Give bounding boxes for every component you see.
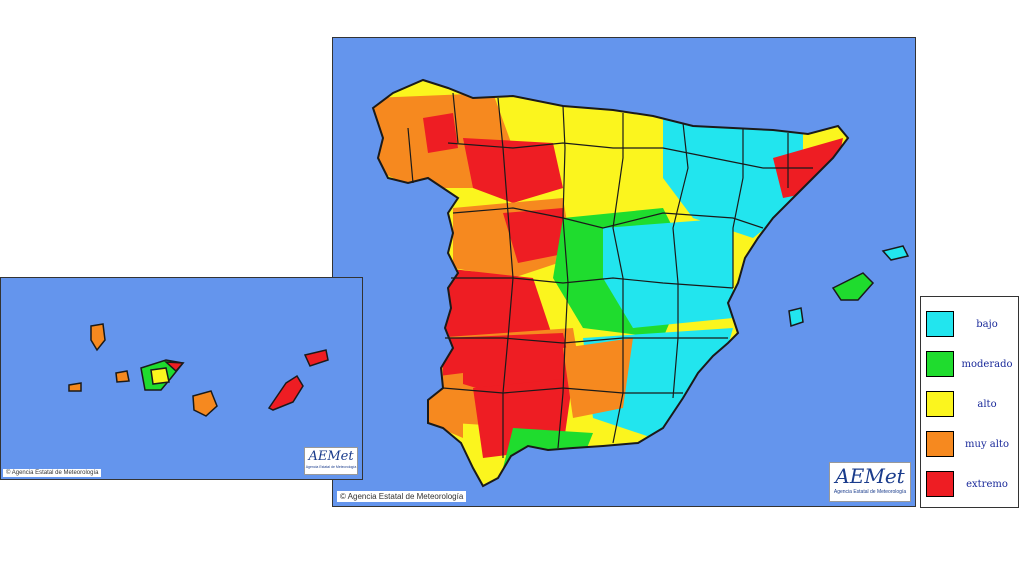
- legend-label-moderado: moderado: [961, 359, 1013, 370]
- canary-aemet-logo-subtitle: Agencia Estatal de Meteorología: [305, 465, 357, 469]
- legend-item-muy-alto: muy alto: [926, 431, 1016, 461]
- legend-swatch-bajo: [926, 311, 954, 337]
- canary-aemet-logo: AEMet Agencia Estatal de Meteorología: [304, 447, 358, 475]
- aemet-logo: AEMet Agencia Estatal de Meteorología: [829, 462, 911, 502]
- risk-legend: bajo moderado alto muy alto extremo: [920, 296, 1019, 508]
- legend-label-bajo: bajo: [976, 319, 998, 330]
- copyright-notice: © Agencia Estatal de Meteorología: [337, 491, 467, 502]
- aemet-logo-mark: AEMet: [835, 464, 905, 488]
- canary-islands-map[interactable]: © Agencia Estatal de Meteorología AEMet …: [0, 277, 363, 480]
- legend-item-bajo: bajo: [926, 311, 1016, 341]
- canary-copyright-notice: © Agencia Estatal de Meteorología: [3, 469, 102, 477]
- legend-swatch-alto: [926, 391, 954, 417]
- canary-islands-svg: [1, 278, 362, 479]
- legend-item-alto: alto: [926, 391, 1016, 421]
- legend-item-extremo: extremo: [926, 471, 1016, 501]
- legend-label-muy-alto: muy alto: [965, 439, 1009, 450]
- peninsula-map-svg: [333, 38, 915, 506]
- balearic-islands: [788, 245, 910, 327]
- canary-islands: [68, 323, 329, 417]
- province-borders: [407, 92, 813, 458]
- legend-swatch-extremo: [926, 471, 954, 497]
- legend-item-moderado: moderado: [926, 351, 1016, 381]
- legend-swatch-muy-alto: [926, 431, 954, 457]
- legend-label-alto: alto: [977, 399, 997, 410]
- legend-label-extremo: extremo: [966, 479, 1008, 490]
- peninsula-map[interactable]: © Agencia Estatal de Meteorología AEMet …: [332, 37, 916, 507]
- canary-aemet-logo-mark: AEMet: [308, 449, 354, 464]
- legend-swatch-moderado: [926, 351, 954, 377]
- coastline: [371, 78, 850, 488]
- aemet-logo-subtitle: Agencia Estatal de Meteorología: [833, 489, 907, 495]
